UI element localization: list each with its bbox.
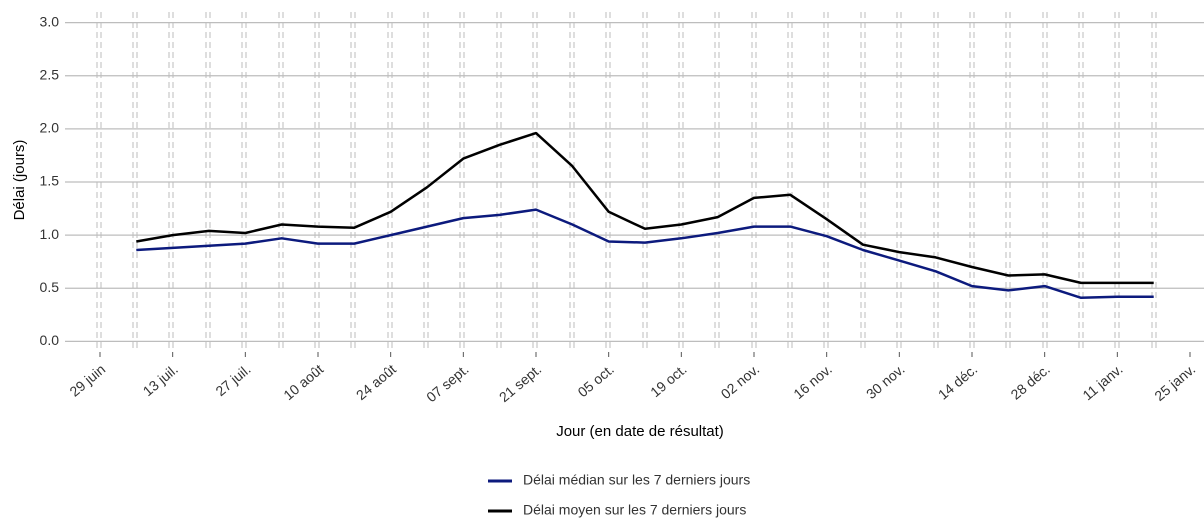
- y-tick-label: 3.0: [40, 13, 60, 29]
- x-tick-label: 30 nov.: [863, 361, 908, 402]
- x-tick-label: 13 juil.: [140, 361, 181, 399]
- x-tick-label: 25 janv.: [1151, 361, 1198, 404]
- series-line: [136, 131, 1154, 285]
- y-tick-label: 2.0: [40, 120, 60, 136]
- legend-label: Délai moyen sur les 7 derniers jours: [523, 502, 746, 518]
- x-tick-label: 21 sept.: [496, 361, 544, 405]
- y-tick-label: 0.0: [40, 332, 60, 348]
- x-tick-label: 29 juin: [66, 361, 108, 400]
- x-tick-label: 27 juil.: [212, 361, 253, 399]
- y-tick-label: 0.5: [40, 279, 60, 295]
- x-tick-label: 28 déc.: [1008, 361, 1053, 403]
- x-tick-label: 24 août: [353, 361, 399, 403]
- y-tick-label: 1.5: [40, 173, 60, 189]
- x-tick-label: 02 nov.: [718, 361, 763, 402]
- series-line: [136, 208, 1154, 300]
- legend-label: Délai médian sur les 7 derniers jours: [523, 472, 750, 488]
- x-axis-title: Jour (en date de résultat): [556, 423, 724, 440]
- x-tick-label: 07 sept.: [423, 361, 471, 405]
- x-tick-label: 16 nov.: [790, 361, 835, 402]
- x-tick-label: 14 déc.: [935, 361, 980, 403]
- y-tick-label: 2.5: [40, 66, 60, 82]
- x-tick-label: 19 oct.: [647, 361, 689, 400]
- x-tick-label: 10 août: [280, 361, 326, 403]
- y-tick-label: 1.0: [40, 226, 60, 242]
- x-tick-label: 11 janv.: [1079, 361, 1125, 403]
- y-axis-title: Délai (jours): [11, 140, 28, 221]
- x-tick-label: 05 oct.: [574, 361, 616, 400]
